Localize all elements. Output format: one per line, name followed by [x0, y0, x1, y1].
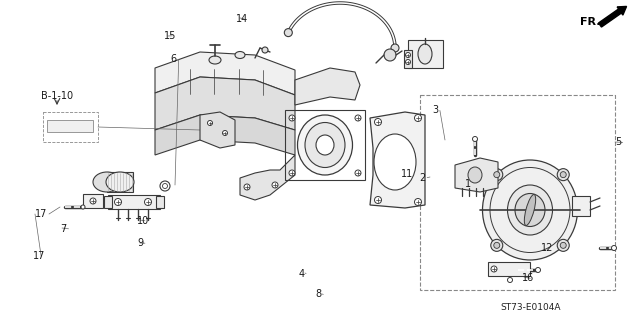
Text: 15: 15 [164, 31, 176, 41]
Bar [104, 196, 112, 208]
Ellipse shape [235, 52, 245, 59]
Bar [47, 120, 93, 132]
FancyArrow shape [599, 6, 627, 27]
Polygon shape [155, 77, 295, 130]
Circle shape [81, 205, 85, 209]
Bar [83, 194, 103, 208]
Bar [43, 112, 98, 142]
Text: 8: 8 [315, 289, 322, 300]
Text: ST73-E0104A: ST73-E0104A [500, 303, 561, 313]
Text: 7: 7 [61, 224, 67, 234]
Circle shape [536, 268, 541, 273]
Polygon shape [295, 68, 360, 105]
Ellipse shape [374, 134, 416, 190]
Text: 11: 11 [401, 169, 413, 180]
Text: 3: 3 [432, 105, 438, 116]
Circle shape [289, 170, 295, 176]
Polygon shape [455, 158, 498, 192]
Circle shape [289, 115, 295, 121]
Text: 14: 14 [236, 13, 248, 24]
Bar [404, 50, 412, 68]
Bar [488, 262, 530, 276]
Ellipse shape [515, 194, 545, 227]
Bar [572, 196, 590, 216]
Circle shape [384, 49, 396, 61]
Text: 17: 17 [35, 209, 47, 219]
Text: 2: 2 [419, 172, 426, 183]
Circle shape [612, 245, 617, 251]
Circle shape [90, 198, 96, 204]
Ellipse shape [93, 172, 121, 192]
Ellipse shape [305, 123, 345, 167]
Text: 16: 16 [522, 273, 534, 284]
Bar [420, 95, 615, 290]
Circle shape [355, 170, 361, 176]
Circle shape [262, 47, 268, 53]
Circle shape [490, 169, 503, 181]
Circle shape [222, 131, 227, 135]
Circle shape [415, 115, 422, 122]
Text: 12: 12 [541, 243, 554, 253]
Circle shape [375, 196, 382, 204]
Circle shape [557, 169, 569, 181]
Ellipse shape [316, 135, 334, 155]
Text: 5: 5 [615, 137, 621, 148]
Bar [108, 195, 160, 209]
Circle shape [355, 115, 361, 121]
Circle shape [472, 172, 478, 178]
Polygon shape [370, 112, 425, 208]
Circle shape [406, 52, 410, 58]
Circle shape [494, 242, 500, 248]
Bar [107, 172, 133, 192]
Ellipse shape [524, 195, 536, 226]
Ellipse shape [209, 56, 221, 64]
Circle shape [145, 198, 152, 205]
Circle shape [415, 198, 422, 205]
Circle shape [473, 137, 478, 141]
Circle shape [491, 266, 497, 272]
Ellipse shape [482, 160, 578, 260]
Text: 10: 10 [137, 216, 149, 226]
Circle shape [490, 239, 503, 251]
Ellipse shape [418, 44, 432, 64]
Circle shape [115, 198, 122, 205]
Ellipse shape [508, 185, 552, 235]
Bar [408, 40, 443, 68]
Circle shape [508, 277, 513, 283]
Ellipse shape [391, 44, 399, 52]
Text: B-1-10: B-1-10 [41, 91, 73, 101]
Ellipse shape [468, 167, 482, 183]
Polygon shape [155, 52, 295, 95]
Polygon shape [155, 115, 295, 155]
Bar [285, 110, 365, 180]
Ellipse shape [106, 172, 134, 192]
Circle shape [375, 118, 382, 125]
Circle shape [272, 182, 278, 188]
Circle shape [208, 121, 213, 125]
Ellipse shape [284, 28, 292, 36]
Text: 17: 17 [33, 251, 45, 261]
Circle shape [244, 184, 250, 190]
Circle shape [406, 60, 410, 65]
Text: 9: 9 [137, 238, 143, 248]
Ellipse shape [162, 183, 168, 188]
Polygon shape [240, 155, 295, 200]
Text: FR.: FR. [580, 17, 601, 27]
Text: 6: 6 [171, 54, 177, 64]
Circle shape [560, 242, 566, 248]
Text: 1: 1 [465, 179, 471, 189]
Circle shape [494, 172, 500, 178]
Circle shape [560, 172, 566, 178]
Bar [156, 196, 164, 208]
Text: 4: 4 [298, 268, 304, 279]
Polygon shape [200, 112, 235, 148]
Ellipse shape [297, 115, 352, 175]
Circle shape [557, 239, 569, 251]
